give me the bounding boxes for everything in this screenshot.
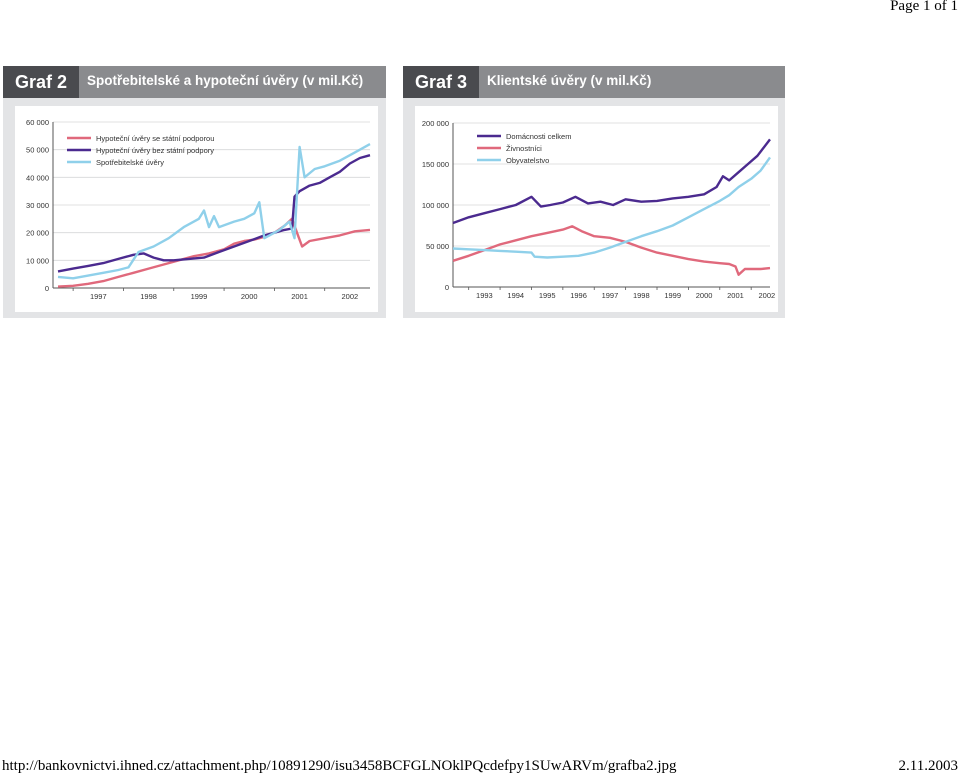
chart-label: Graf 3 [403,66,479,98]
y-tick-label: 200 000 [422,119,449,128]
y-tick-label: 10 000 [26,256,49,265]
x-tick-label: 1997 [90,292,107,301]
x-tick-label: 1997 [602,291,619,300]
x-tick-label: 1994 [507,291,524,300]
y-tick-label: 0 [45,284,49,293]
legend-entry: Živnostníci [506,144,542,153]
x-tick-label: 2002 [759,291,776,300]
y-tick-label: 0 [445,283,449,292]
footer-date: 2.11.2003 [898,758,958,774]
x-tick-label: 2002 [342,292,359,301]
x-tick-label: 1996 [570,291,587,300]
footer-url: http://bankovnictvi.ihned.cz/attachment.… [2,758,677,774]
series-line [452,225,771,276]
x-tick-label: 2000 [696,291,713,300]
chart-panel-graf-2: Graf 2 Spotřebitelské a hypoteční úvěry … [3,66,386,318]
series-line [452,156,771,259]
x-tick-label: 1999 [191,292,208,301]
legend-entry: Obyvatelstvo [506,156,549,165]
plot-area: 0 50 000 100 000 150 000 200 000 1993 1994 1995… [415,106,778,312]
line-chart-graf-3: 0 50 000 100 000 150 000 200 000 1993 1994 1995… [422,119,776,300]
series-line [452,138,771,225]
series-line [57,143,371,280]
series-line [57,154,371,273]
x-tick-label: 1995 [539,291,556,300]
y-tick-label: 50 000 [26,146,49,155]
chart-panel-graf-3: Graf 3 Klientské úvěry (v mil.Kč) 0 50 00… [403,66,785,318]
y-tick-label: 60 000 [26,118,49,127]
legend-entry: Domácnosti celkem [506,132,571,141]
series-line [57,217,371,288]
x-tick-label: 1999 [664,291,681,300]
chart-title: Spotřebitelské a hypoteční úvěry (v mil.… [87,73,364,88]
y-tick-label: 100 000 [422,201,449,210]
x-tick-label: 2001 [727,291,744,300]
legend-entry: Spotřebitelské úvěry [96,158,164,167]
chart-header: Graf 3 Klientské úvěry (v mil.Kč) [403,66,785,98]
line-chart-graf-2: 0 10 000 20 000 30 000 40 000 50 000 60 000 199… [26,118,371,301]
plot-area: 0 10 000 20 000 30 000 40 000 50 000 60 000 199… [15,106,378,312]
x-tick-label: 1998 [140,292,157,301]
y-tick-label: 50 000 [426,242,449,251]
chart-label: Graf 2 [3,66,79,98]
x-tick-label: 2000 [241,292,258,301]
y-tick-label: 30 000 [26,201,49,210]
y-tick-label: 150 000 [422,160,449,169]
legend-entry: Hypoteční úvěry bez státní podpory [96,146,214,155]
page-number: Page 1 of 1 [890,0,958,14]
x-tick-label: 1998 [633,291,650,300]
chart-header: Graf 2 Spotřebitelské a hypoteční úvěry … [3,66,386,98]
chart-title: Klientské úvěry (v mil.Kč) [487,73,652,88]
x-tick-label: 2001 [291,292,308,301]
x-tick-label: 1993 [476,291,493,300]
y-tick-label: 40 000 [26,173,49,182]
legend-entry: Hypoteční úvěry se státní podporou [96,134,214,143]
y-tick-label: 20 000 [26,229,49,238]
